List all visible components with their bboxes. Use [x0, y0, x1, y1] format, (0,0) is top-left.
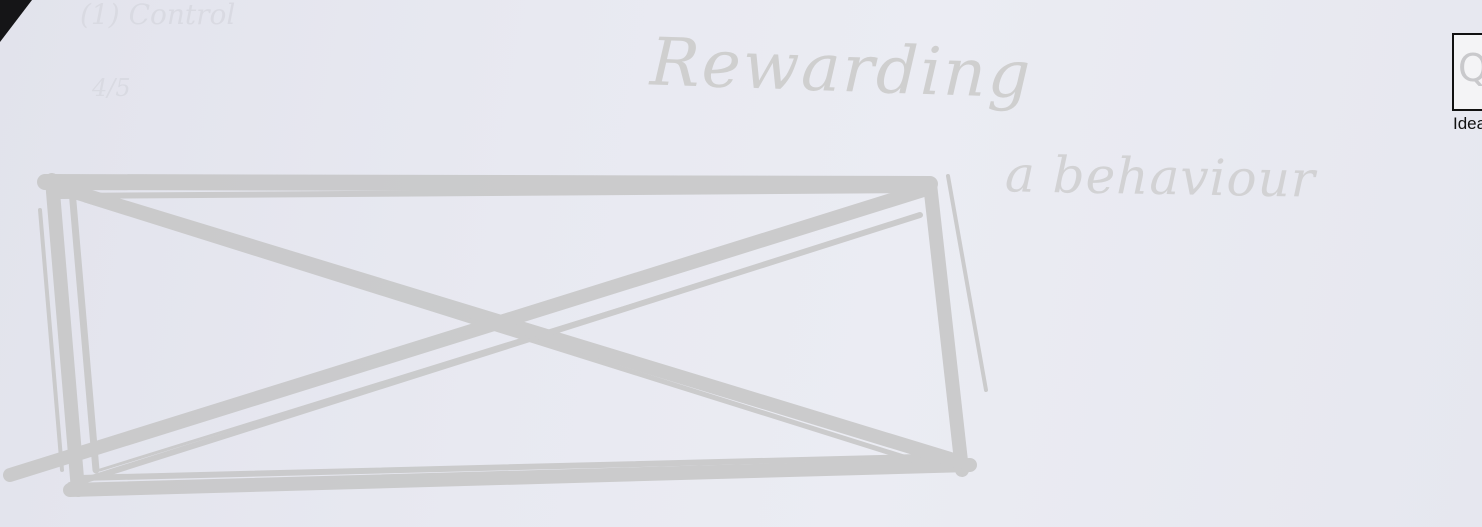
faint-note-fraction: 4/5 — [92, 74, 131, 102]
idea-thumbnail-icon: Q — [1458, 46, 1482, 90]
box-top-edge — [45, 182, 930, 184]
sketch-title-line-1: Rewarding — [649, 23, 1034, 113]
box-diagonal-2 — [10, 188, 930, 475]
faint-note-control: (1) Control — [80, 0, 235, 31]
idea-thumbnail-caption: Idea — [1453, 114, 1482, 134]
sketch-title-line-2: a behaviour — [1005, 145, 1317, 208]
